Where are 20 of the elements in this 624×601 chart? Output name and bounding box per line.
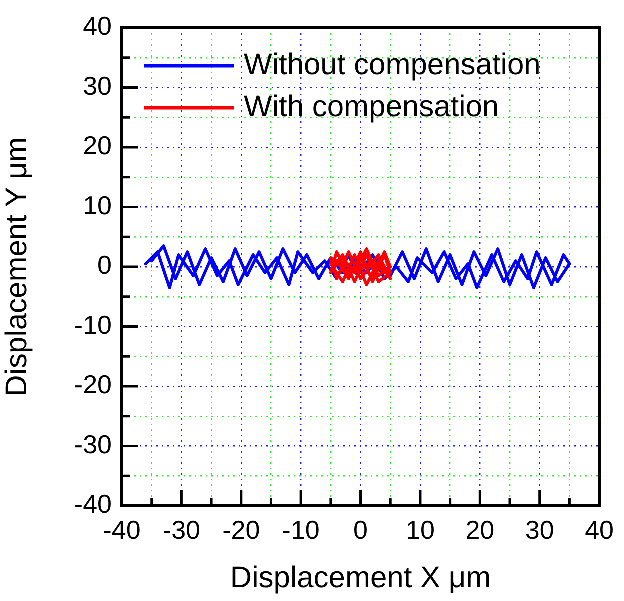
x-tick-label: 20 [466,514,495,545]
y-tick-label: 0 [98,250,112,280]
legend-label: With compensation [244,90,500,124]
legend-label: Without compensation [244,48,541,82]
y-tick-label: -20 [74,370,112,400]
y-tick-label: 30 [83,70,112,101]
y-tick-label: -30 [74,429,112,460]
x-tick-label: -10 [282,514,320,545]
x-tick-label: -30 [162,514,200,545]
x-tick-label: 30 [525,514,554,545]
x-tick-label: -20 [222,514,260,545]
x-tick-label: 10 [406,514,435,545]
y-tick-label: 20 [83,130,112,161]
x-axis-title: Displacement X μm [230,561,492,594]
y-tick-label: 40 [83,11,112,42]
x-tick-label: 40 [585,514,614,545]
y-axis-title: Displacement Y μm [0,137,34,397]
y-tick-label: -10 [74,310,112,340]
x-tick-label: 0 [354,514,368,545]
y-tick-label: 10 [83,190,112,220]
